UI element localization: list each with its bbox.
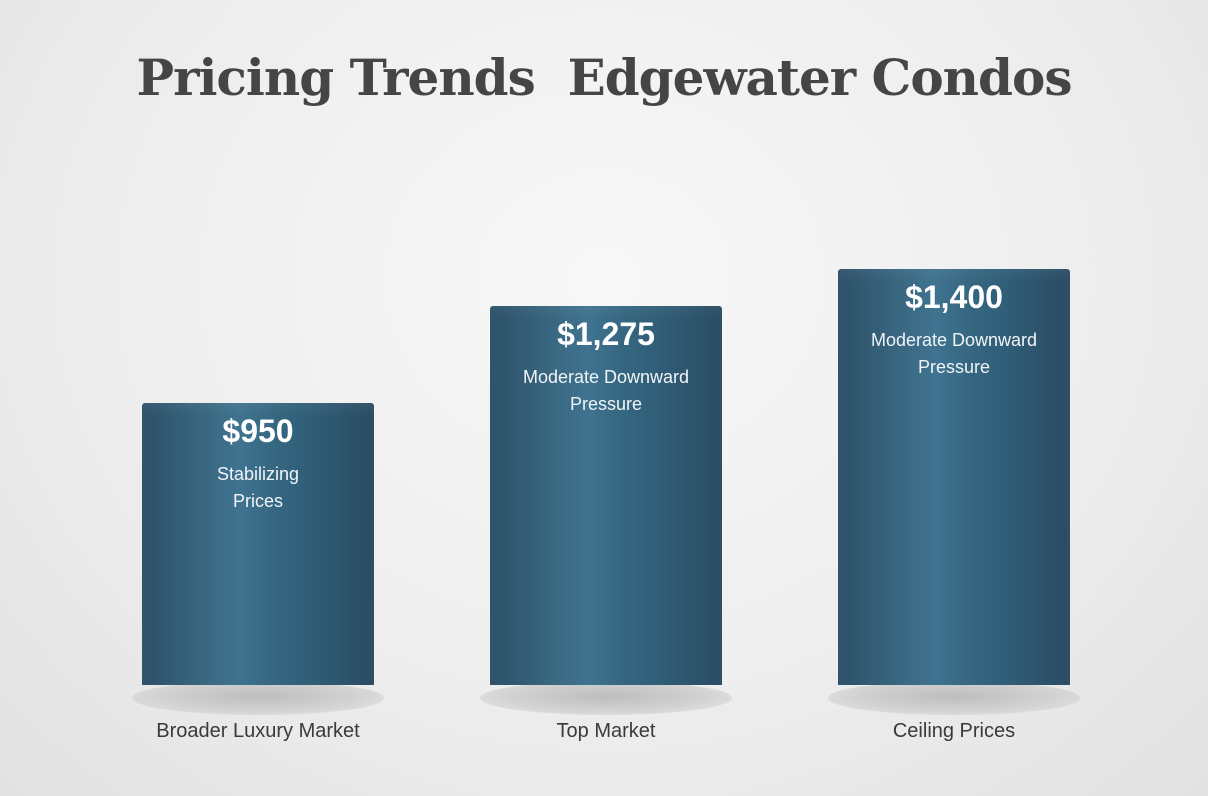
category-label: Top Market	[556, 720, 656, 742]
bar-description-line: Pressure	[569, 394, 643, 414]
bar-shadow	[480, 681, 732, 715]
category-label: Ceiling Prices	[892, 720, 1016, 742]
bar-description-line: Pressure	[917, 357, 991, 377]
bar-description-line: Moderate Downward	[870, 330, 1038, 350]
bar-description-line: Prices	[232, 491, 283, 511]
bar-description: Stabilizing Prices	[142, 461, 374, 515]
category-label: Broader Luxury Market	[156, 720, 360, 742]
chart-title: Pricing Trends Edgewater Condos	[136, 48, 1073, 107]
bar: $950 Stabilizing Prices	[142, 403, 374, 685]
bar-description-line: Stabilizing	[216, 464, 300, 484]
bar-value-label: $1,400	[905, 279, 1003, 315]
bar-description-line: Moderate Downward	[522, 367, 690, 387]
bar: $1,275 Moderate Downward Pressure	[490, 306, 722, 685]
bar-description: Moderate Downward Pressure	[838, 327, 1070, 381]
bar: $1,400 Moderate Downward Pressure	[838, 269, 1070, 685]
bar-value-label: $950	[222, 413, 294, 449]
bar-description: Moderate Downward Pressure	[490, 364, 722, 418]
bar-shadow	[828, 681, 1080, 715]
bar-value-label: $1,275	[557, 316, 655, 352]
bar-shadow	[132, 681, 384, 715]
